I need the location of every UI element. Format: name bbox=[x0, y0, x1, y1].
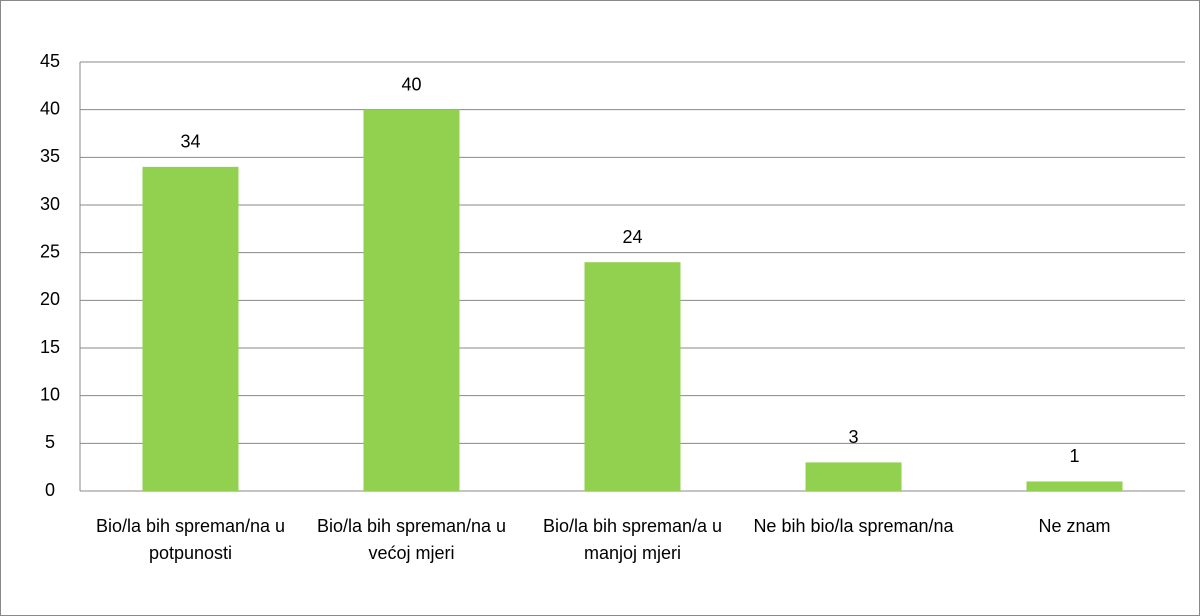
x-tick-label-box: Bio/la bih spreman/a u manjoj mjeri bbox=[542, 516, 723, 563]
y-tick-label: 35 bbox=[40, 146, 60, 166]
y-tick-label: 40 bbox=[40, 98, 60, 118]
x-tick-label: Bio/la bih spreman/na u potpunosti bbox=[95, 516, 286, 563]
y-tick-label: 15 bbox=[40, 337, 60, 357]
y-tick-label: 10 bbox=[40, 384, 60, 404]
data-label: 34 bbox=[180, 132, 200, 152]
x-tick-label-box: Bio/la bih spreman/na u većoj mjeri bbox=[316, 516, 507, 563]
x-tick-label: Bio/la bih spreman/na u većoj mjeri bbox=[316, 516, 507, 563]
data-label: 1 bbox=[1069, 446, 1079, 466]
y-tick-label: 45 bbox=[40, 51, 60, 71]
data-label: 40 bbox=[401, 74, 421, 94]
x-tick-label: Bio/la bih spreman/a u manjoj mjeri bbox=[542, 516, 723, 563]
y-tick-label: 30 bbox=[40, 194, 60, 214]
y-tick-label: 0 bbox=[45, 480, 55, 500]
bar bbox=[584, 262, 681, 491]
x-tick-label-box: Ne znam bbox=[1038, 516, 1111, 536]
bar bbox=[142, 166, 239, 491]
x-tick-label-box: Ne bih bio/la spreman/na bbox=[753, 516, 954, 536]
x-tick-label: Ne bih bio/la spreman/na bbox=[753, 516, 954, 536]
y-tick-label: 20 bbox=[40, 289, 60, 309]
x-tick-label-box: Bio/la bih spreman/na u potpunosti bbox=[95, 516, 286, 563]
bar bbox=[363, 109, 460, 492]
bar bbox=[1026, 481, 1123, 491]
bar bbox=[805, 462, 902, 491]
y-tick-label: 5 bbox=[45, 432, 55, 452]
data-label: 3 bbox=[848, 427, 858, 447]
data-label: 24 bbox=[622, 227, 642, 247]
x-tick-label: Ne znam bbox=[1038, 516, 1111, 536]
y-tick-label: 25 bbox=[40, 241, 60, 261]
